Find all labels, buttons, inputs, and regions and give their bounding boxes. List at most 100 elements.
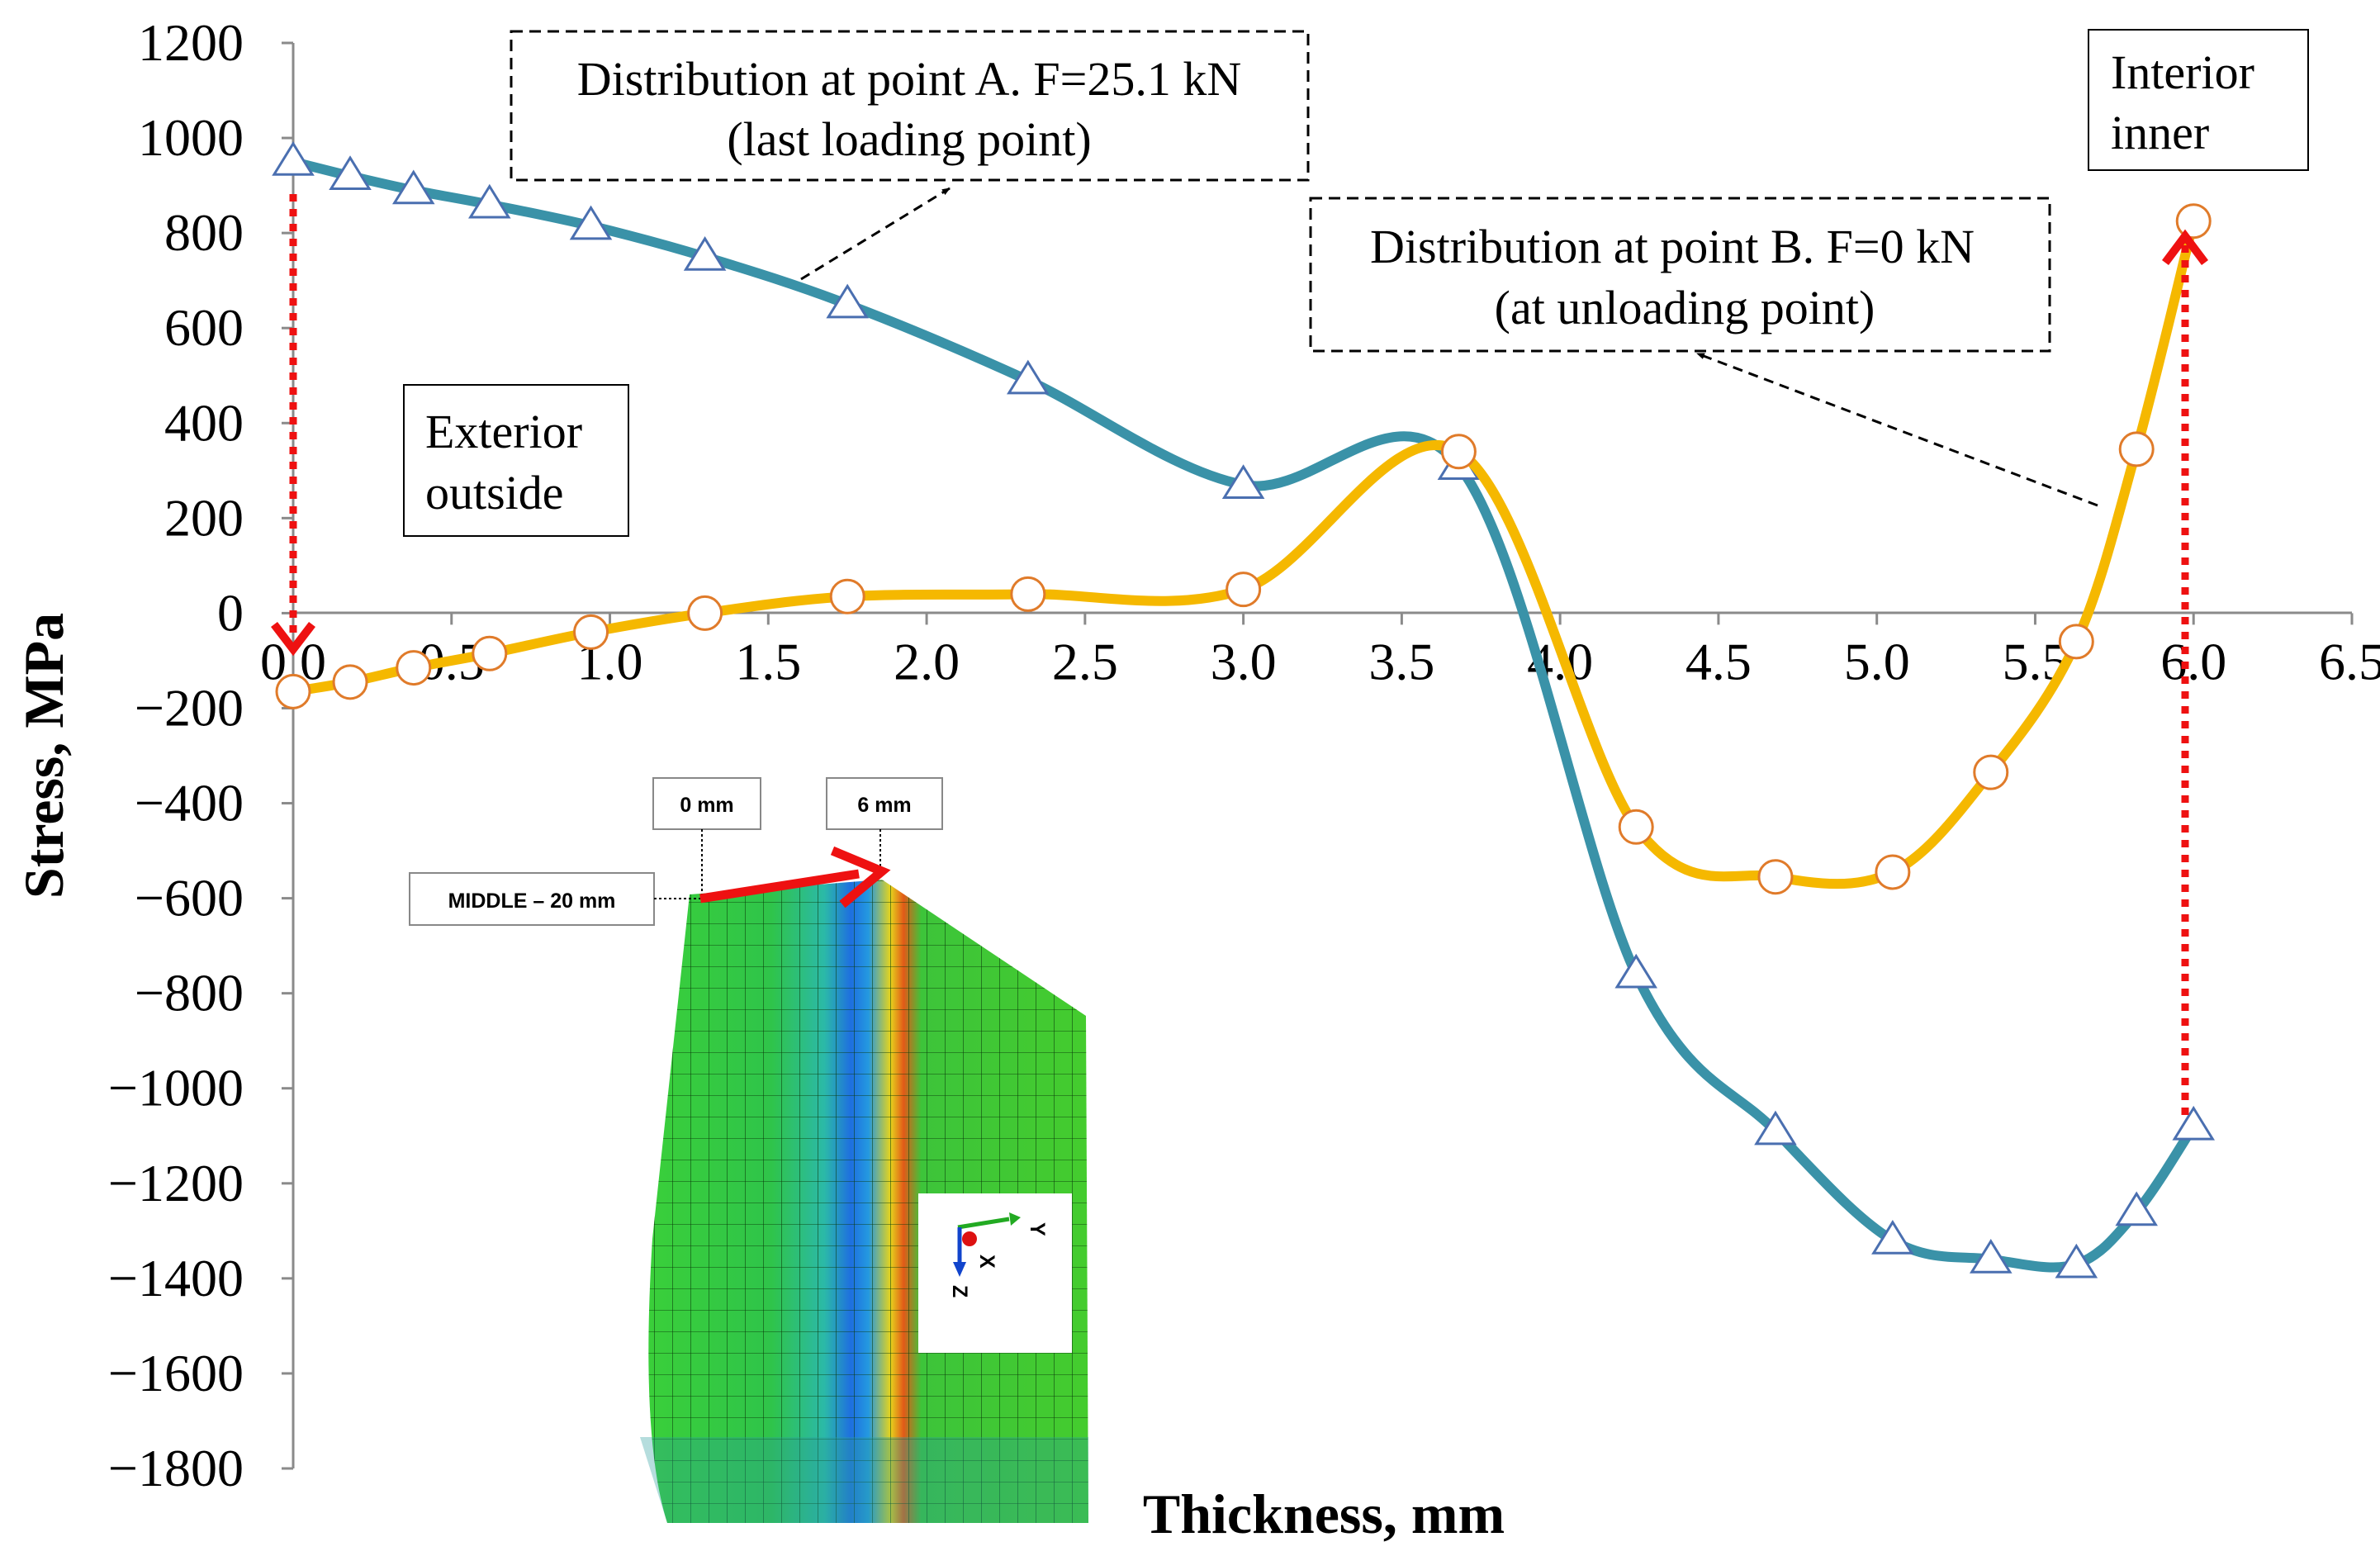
y-tick-label: −1400 <box>108 1249 244 1307</box>
inset-thickness-arrow <box>699 869 860 904</box>
inset-axis-y-head <box>1009 1212 1021 1226</box>
x-tick-label: 6.5 <box>2319 632 2380 690</box>
data-point-triangle <box>1754 1110 1797 1146</box>
data-point-circle <box>1757 859 1794 895</box>
x-tick-label: 6.0 <box>2160 632 2226 690</box>
data-point-circle <box>1226 572 1262 608</box>
inset-axis-x-dot <box>962 1231 977 1246</box>
inset-mesh-grid-h <box>648 880 1088 1523</box>
data-point-triangle <box>2115 1191 2158 1226</box>
data-point-triangle <box>272 140 315 176</box>
y-tick-label: 800 <box>164 203 244 262</box>
data-point-triangle <box>2055 1243 2098 1278</box>
inset-axis-y-line <box>957 1217 1010 1230</box>
data-point-triangle <box>683 236 727 271</box>
data-point-circle <box>275 673 311 709</box>
inset-axis-y-label: Y <box>1026 1222 1049 1236</box>
data-point-triangle <box>1221 464 1265 499</box>
data-point-circle <box>2175 203 2212 240</box>
x-tick-label: 2.5 <box>1052 632 1118 690</box>
data-point-circle <box>472 635 508 671</box>
annotation-point-a-line2: (last loading point) <box>727 112 1091 166</box>
y-tick-label: −800 <box>135 964 244 1022</box>
y-tick-label: −1000 <box>108 1059 244 1117</box>
y-tick-label: −200 <box>135 678 244 737</box>
data-point-triangle <box>329 155 372 190</box>
data-point-circle <box>1875 854 1911 890</box>
data-point-triangle <box>391 169 435 205</box>
exterior-red-arrow-head <box>271 621 315 657</box>
annotation-interior: Interior inner <box>2088 29 2309 171</box>
annotation-point-a-pointer <box>800 187 951 281</box>
y-tick-label: −600 <box>135 869 244 927</box>
annotation-point-b-line2: (at unloading point) <box>1495 281 1875 334</box>
interior-red-arrow <box>2162 229 2208 1115</box>
x-axis-title: Thickness, mm <box>1143 1482 1505 1545</box>
x-tick-label: 2.0 <box>894 632 960 690</box>
series-line <box>288 216 2199 889</box>
data-point-circle <box>332 664 368 700</box>
inset-label-6mm: 6 mm <box>857 794 911 817</box>
series-point-b <box>275 203 2212 895</box>
annotation-point-b-box <box>1309 197 2051 353</box>
y-tick-labels: 1200 1000 800 600 400 200 0 −200 −400 −600 −800 −10… <box>108 13 244 1497</box>
series-point-a <box>272 140 2216 1278</box>
annotation-interior-line2: inner <box>2111 106 2209 159</box>
interior-red-arrow-head <box>2162 229 2208 265</box>
y-tick-label: −1200 <box>108 1154 244 1212</box>
annotation-interior-line1: Interior <box>2111 45 2254 99</box>
data-point-circle <box>829 578 865 614</box>
annotation-exterior-line2: outside <box>425 466 564 519</box>
data-point-triangle <box>1007 359 1050 395</box>
inset-label-0mm: 0 mm <box>680 794 733 817</box>
y-tick-label: −400 <box>135 774 244 833</box>
data-point-triangle <box>2172 1105 2216 1141</box>
annotation-point-b-pointer <box>1696 352 2098 507</box>
annotation-point-b-line1: Distribution at point B. F=0 kN <box>1370 220 1975 273</box>
annotation-point-a-line1: Distribution at point A. F=25.1 kN <box>577 52 1241 106</box>
y-tick-label: −1600 <box>108 1344 244 1402</box>
exterior-red-arrow <box>271 194 315 657</box>
data-point-circle <box>1440 434 1477 470</box>
data-point-triangle <box>1614 953 1657 989</box>
inset-axis-z-label: Z <box>948 1285 971 1297</box>
y-tick-label: 1000 <box>138 108 244 167</box>
annotation-interior-box <box>2088 29 2309 171</box>
annotation-point-a: Distribution at point A. F=25.1 kN (last… <box>510 30 1310 281</box>
y-tick-label: 600 <box>164 298 244 357</box>
data-point-triangle <box>569 205 613 240</box>
annotation-exterior: Exterior outside <box>403 384 629 537</box>
annotation-exterior-line1: Exterior <box>425 405 582 458</box>
x-tick-label: 5.0 <box>1844 632 1910 690</box>
x-tick-label: 1.5 <box>735 632 801 690</box>
data-point-circle <box>396 650 432 686</box>
y-tick-label: −1800 <box>108 1439 244 1497</box>
inset-mesh-base <box>640 1437 1088 1523</box>
y-tick-label: 1200 <box>138 13 244 72</box>
series-layer <box>272 140 2216 1278</box>
inset-label-6mm-box <box>826 777 943 830</box>
inset-fe-model: 0 mm 6 mm MIDDLE – 20 mm Y X Z <box>409 777 1088 1523</box>
inset-axis-z-head <box>953 1262 966 1277</box>
inset-label-middle: MIDDLE – 20 mm <box>448 889 616 913</box>
x-tick-label: 3.5 <box>1368 632 1434 690</box>
x-tick-label: 3.0 <box>1211 632 1277 690</box>
data-point-circle <box>687 595 723 631</box>
annotation-point-b: Distribution at point B. F=0 kN (at unlo… <box>1309 197 2098 507</box>
x-tick-label: 4.5 <box>1685 632 1752 690</box>
y-axis-title: Stress, MPa <box>12 613 75 899</box>
y-tick-label: 400 <box>164 393 244 452</box>
data-point-triangle <box>1871 1219 1914 1255</box>
data-point-circle <box>2058 624 2094 660</box>
data-point-circle <box>2118 431 2155 467</box>
data-point-triangle <box>1969 1238 2013 1274</box>
data-point-triangle <box>826 283 869 319</box>
data-point-circle <box>573 614 609 650</box>
data-point-circle <box>1973 754 2009 790</box>
data-point-circle <box>1010 576 1046 612</box>
y-tick-label: 200 <box>164 488 244 547</box>
data-point-triangle <box>468 183 511 219</box>
data-point-circle <box>1618 809 1654 845</box>
inset-axis-triad-box <box>918 1193 1072 1353</box>
